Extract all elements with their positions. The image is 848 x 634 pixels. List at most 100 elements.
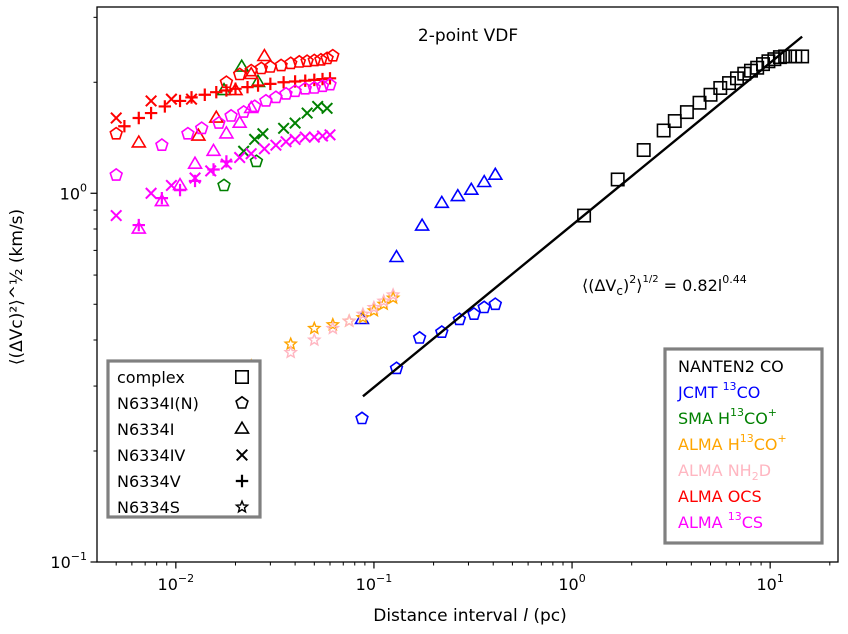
fit-equation: ⟨(ΔVc)2⟩1/2 = 0.82l0.44 (582, 273, 747, 298)
color-legend-text: JCMT (677, 383, 723, 402)
color-legend-text: CO (754, 435, 778, 454)
data-point (217, 178, 231, 192)
data-point (110, 112, 123, 124)
fit-eq-part: ⟩ (636, 276, 642, 295)
data-point (324, 128, 336, 141)
color-legend-text: ALMA (678, 513, 728, 532)
data-point (236, 104, 251, 118)
data-point (311, 100, 324, 113)
data-point (307, 53, 322, 67)
data-point (109, 167, 124, 181)
data-point (679, 105, 694, 120)
data-point (289, 117, 302, 130)
y-tick-label: 100 (60, 181, 87, 203)
series-n6334iv-5 (237, 100, 334, 158)
fit-eq-sup: 1/2 (642, 274, 658, 285)
color-legend-text: CO (737, 383, 761, 402)
data-point (467, 307, 481, 321)
data-point (610, 172, 625, 187)
data-point (323, 77, 337, 91)
data-point (220, 155, 233, 168)
data-point (289, 133, 302, 146)
data-point (190, 127, 207, 141)
x-tick-base: 10 (356, 575, 376, 594)
data-point (212, 115, 226, 129)
fit-eq-sup: 2 (629, 273, 636, 286)
data-point (463, 181, 480, 195)
data-point (341, 313, 357, 328)
series-n6334s-7 (283, 287, 401, 359)
y-tick-exp: −1 (71, 550, 87, 563)
data-point (243, 99, 259, 114)
data-point (153, 193, 170, 207)
data-point (355, 306, 371, 321)
data-point (301, 107, 314, 120)
color-legend-box (663, 347, 824, 545)
x-tick-label: 10−2 (158, 572, 195, 594)
data-point (208, 109, 225, 123)
x-tick-exp: −1 (376, 572, 392, 585)
data-point (488, 297, 503, 311)
marker-legend-box (106, 359, 262, 519)
data-point (298, 81, 313, 95)
data-point (232, 67, 247, 81)
color-legend-text: 2 (752, 470, 759, 483)
data-point (355, 309, 371, 324)
data-point (434, 325, 449, 339)
data-point (321, 102, 334, 115)
data-point (283, 56, 298, 70)
data-point (692, 95, 707, 110)
series-n6334i-13 (130, 99, 259, 234)
data-point (165, 179, 178, 192)
data-point (220, 84, 233, 97)
x-axis-label: Distance interval l (pc) (373, 606, 567, 626)
color-legend-text: + (778, 432, 787, 445)
color-legend-text: CS (742, 513, 763, 532)
data-point (194, 121, 209, 135)
marker-legend-label: N6334IV (117, 446, 185, 465)
marker-legend: complex N6334I(N) N6334I N6334IV N6334V N6334… (106, 359, 262, 519)
data-point (577, 208, 592, 223)
marker-legend-label: N6334I (117, 420, 174, 439)
x-tick-label: 101 (756, 572, 783, 594)
x-tick-label: 100 (558, 572, 585, 594)
color-legend-text: ALMA H (678, 435, 740, 454)
series-n6334iv-10 (110, 93, 198, 124)
x-label-part: Distance interval (373, 606, 523, 626)
chart-title: 2-point VDF (418, 26, 518, 46)
marker-legend-label: N6334I(N) (117, 394, 199, 413)
data-point (249, 154, 264, 168)
data-point (355, 411, 369, 425)
data-point (325, 320, 341, 335)
x-label-var: l (523, 606, 528, 626)
color-legend-text: 13 (730, 406, 744, 419)
data-point (231, 114, 248, 128)
data-point (198, 88, 211, 101)
color-legend-entry: JCMT 13CO (677, 380, 760, 402)
data-point (376, 296, 392, 311)
data-point (233, 151, 246, 164)
data-point (155, 191, 169, 205)
series-n6334iv-14 (110, 128, 336, 222)
data-point (130, 134, 147, 148)
y-axis-label: ⟨(ΔVc)²⟩^½ (km/s) (7, 209, 27, 365)
data-point (325, 316, 341, 332)
series-n6334v-11 (118, 72, 337, 133)
color-legend-entry: ALMA NH2D (678, 461, 771, 483)
power-law-fit-line (362, 35, 803, 398)
color-legend-text: 13 (723, 380, 737, 393)
data-point (264, 77, 277, 91)
data-point (306, 320, 322, 335)
data-point (722, 76, 737, 91)
data-point (412, 330, 427, 344)
data-point (314, 52, 328, 66)
data-point (109, 126, 124, 140)
data-point (258, 142, 271, 155)
series-complex-0 (577, 49, 810, 223)
data-point (667, 114, 682, 129)
data-point (277, 76, 290, 89)
marker-legend-symbol (234, 499, 250, 514)
y-tick-exp: 0 (80, 181, 87, 194)
data-point (254, 61, 269, 75)
